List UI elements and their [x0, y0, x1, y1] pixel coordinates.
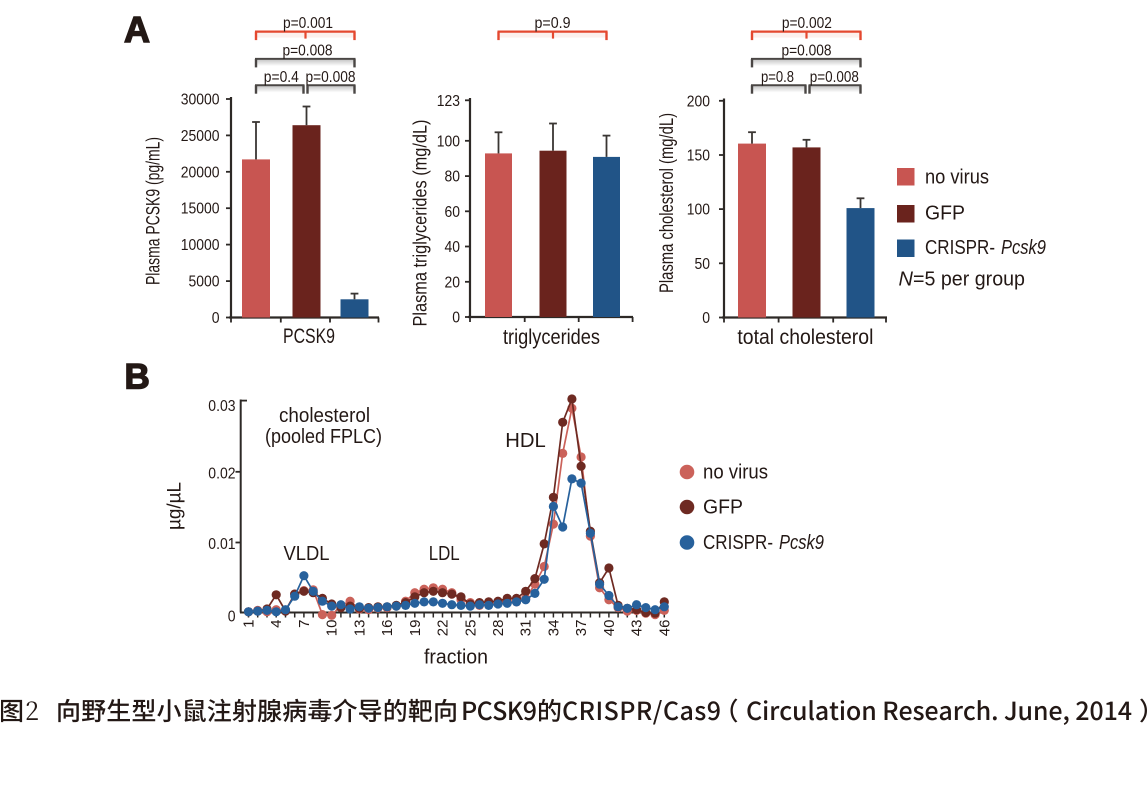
svg-text:150: 150 — [687, 148, 710, 165]
svg-text:19: 19 — [407, 620, 424, 637]
svg-text:p=0.008: p=0.008 — [306, 69, 356, 86]
svg-text:100: 100 — [687, 202, 710, 219]
svg-text:200: 200 — [687, 93, 710, 110]
svg-text:0.02: 0.02 — [208, 465, 235, 482]
svg-text:Pcsk9: Pcsk9 — [779, 532, 824, 554]
svg-text:CRISPR-: CRISPR- — [925, 237, 995, 259]
svg-text:=5 per group: =5 per group — [913, 269, 1025, 291]
svg-text:p=0.008: p=0.008 — [782, 43, 832, 60]
svg-text:34: 34 — [545, 620, 562, 637]
svg-text:4: 4 — [268, 620, 285, 628]
svg-text:16: 16 — [379, 620, 396, 637]
svg-text:p=0.001: p=0.001 — [283, 15, 333, 32]
svg-text:CRISPR-: CRISPR- — [703, 532, 773, 554]
svg-text:µg/µL: µg/µL — [165, 482, 186, 530]
svg-text:total cholesterol: total cholesterol — [737, 326, 873, 349]
svg-text:0: 0 — [702, 310, 710, 327]
svg-text:p=0.9: p=0.9 — [535, 15, 571, 32]
svg-text:HDL: HDL — [505, 430, 546, 452]
svg-text:43: 43 — [629, 620, 646, 637]
svg-text:B: B — [125, 357, 150, 396]
svg-text:p=0.008: p=0.008 — [810, 69, 859, 86]
svg-text:20: 20 — [445, 274, 461, 291]
svg-text:22: 22 — [435, 620, 452, 637]
svg-text:no virus: no virus — [925, 167, 989, 189]
svg-text:triglycerides: triglycerides — [503, 326, 600, 349]
svg-text:30000: 30000 — [181, 92, 220, 109]
svg-text:31: 31 — [518, 620, 535, 637]
svg-text:20000: 20000 — [181, 164, 220, 181]
svg-text:Plasma triglycerides (mg/dL): Plasma triglycerides (mg/dL) — [411, 120, 432, 327]
svg-text:28: 28 — [490, 620, 507, 637]
svg-text:GFP: GFP — [925, 203, 965, 225]
svg-text:N: N — [899, 269, 914, 291]
svg-text:25: 25 — [462, 620, 479, 637]
svg-text:100: 100 — [437, 133, 460, 150]
svg-text:p=0.002: p=0.002 — [782, 15, 832, 32]
svg-text:p=0.4: p=0.4 — [264, 69, 299, 86]
svg-text:60: 60 — [445, 204, 461, 221]
svg-text:fraction: fraction — [424, 647, 488, 669]
svg-text:LDL: LDL — [429, 543, 460, 565]
svg-text:0.03: 0.03 — [208, 398, 235, 415]
svg-text:(pooled FPLC): (pooled FPLC) — [265, 426, 382, 448]
svg-text:40: 40 — [445, 239, 461, 256]
svg-text:10: 10 — [324, 620, 341, 637]
svg-text:46: 46 — [656, 620, 673, 637]
svg-text:5000: 5000 — [189, 274, 220, 291]
svg-text:cholesterol: cholesterol — [279, 405, 370, 427]
svg-text:Plasma cholesterol (mg/dL): Plasma cholesterol (mg/dL) — [657, 113, 678, 293]
svg-text:0: 0 — [228, 609, 236, 626]
svg-text:A: A — [124, 9, 150, 50]
svg-text:15000: 15000 — [181, 201, 220, 218]
svg-text:0: 0 — [452, 310, 460, 327]
svg-text:50: 50 — [695, 256, 711, 273]
svg-text:0.01: 0.01 — [208, 536, 235, 553]
svg-text:Pcsk9: Pcsk9 — [1001, 237, 1046, 259]
svg-text:no virus: no virus — [703, 462, 768, 484]
svg-text:0: 0 — [212, 310, 220, 327]
svg-text:13: 13 — [351, 620, 368, 637]
svg-text:p=0.008: p=0.008 — [283, 43, 333, 60]
svg-text:80: 80 — [445, 169, 461, 186]
svg-text:10000: 10000 — [181, 237, 220, 254]
svg-text:PCSK9: PCSK9 — [283, 325, 335, 348]
svg-text:25000: 25000 — [181, 128, 220, 145]
svg-text:7: 7 — [296, 620, 313, 628]
svg-text:123: 123 — [437, 93, 460, 110]
svg-text:p=0.8: p=0.8 — [761, 69, 794, 86]
svg-text:1: 1 — [241, 620, 258, 628]
svg-text:Plasma PCSK9 (pg/mL): Plasma PCSK9 (pg/mL) — [144, 137, 165, 285]
svg-text:37: 37 — [573, 620, 590, 637]
svg-text:VLDL: VLDL — [284, 543, 330, 565]
svg-text:GFP: GFP — [703, 497, 743, 519]
svg-text:40: 40 — [601, 620, 618, 637]
